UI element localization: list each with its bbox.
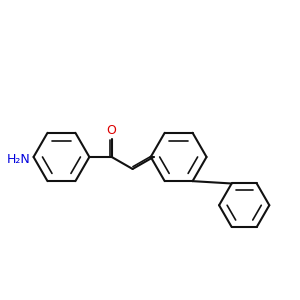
- Text: H₂N: H₂N: [7, 153, 30, 166]
- Text: O: O: [107, 124, 117, 136]
